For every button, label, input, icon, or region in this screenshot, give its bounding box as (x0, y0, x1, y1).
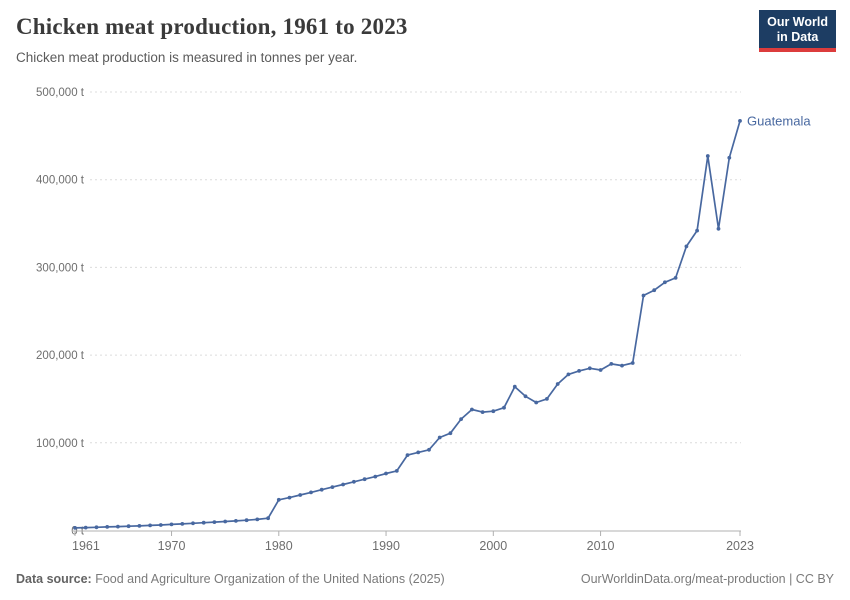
data-point[interactable] (437, 435, 442, 440)
data-point[interactable] (373, 474, 378, 479)
data-point[interactable] (266, 516, 270, 521)
x-axis-tick-label: 1961 (72, 539, 100, 553)
data-point[interactable] (73, 526, 77, 530)
data-point[interactable] (555, 382, 560, 386)
series-end-label[interactable]: Guatemala (747, 113, 811, 128)
data-point[interactable] (287, 495, 292, 500)
data-point[interactable] (352, 479, 356, 484)
data-point[interactable] (394, 469, 399, 473)
data-point[interactable] (158, 523, 163, 527)
data-point[interactable] (362, 477, 367, 482)
data-point[interactable] (738, 119, 742, 123)
series-layer[interactable]: Guatemala (73, 113, 811, 530)
chart-footer: Data source: Food and Agriculture Organi… (16, 572, 834, 586)
data-point[interactable] (652, 288, 657, 293)
series-line-guatemala[interactable] (74, 120, 741, 529)
data-point[interactable] (684, 244, 689, 249)
data-point[interactable] (523, 394, 528, 399)
data-point[interactable] (201, 520, 206, 525)
chart-subtitle: Chicken meat production is measured in t… (16, 50, 358, 65)
data-point[interactable] (716, 226, 721, 231)
data-point[interactable] (191, 521, 195, 526)
data-point[interactable] (276, 497, 281, 502)
data-point[interactable] (212, 520, 217, 524)
owid-logo-line2: in Data (776, 30, 819, 44)
data-point[interactable] (94, 525, 99, 530)
data-point[interactable] (705, 154, 710, 158)
data-point[interactable] (663, 280, 667, 285)
data-point[interactable] (137, 524, 142, 528)
x-axis-tick-label: 2010 (587, 539, 615, 553)
data-point[interactable] (169, 522, 174, 527)
owid-url-link[interactable]: OurWorldinData.org/meat-production | CC … (580, 572, 834, 586)
data-point[interactable] (83, 525, 88, 530)
data-point[interactable] (587, 366, 592, 371)
data-point[interactable] (330, 485, 335, 489)
data-point[interactable] (384, 471, 388, 476)
data-point[interactable] (255, 517, 260, 522)
data-source-text: Food and Agriculture Organization of the… (91, 572, 445, 586)
owid-logo-line1: Our World (767, 15, 828, 29)
y-axis-tick-label: 100,000 t (36, 438, 85, 450)
data-point[interactable] (502, 405, 506, 410)
owid-logo[interactable]: Our World in Data (759, 10, 836, 52)
x-axis-tick-label: 2023 (726, 539, 754, 553)
data-point[interactable] (598, 368, 603, 372)
data-point[interactable] (512, 384, 517, 389)
data-point[interactable] (577, 369, 581, 373)
data-point[interactable] (298, 493, 303, 497)
data-point[interactable] (630, 361, 635, 365)
y-axis-tick-label: 500,000 t (36, 87, 85, 99)
data-point[interactable] (534, 400, 539, 405)
x-axis-tick-label: 2000 (479, 539, 507, 553)
y-axis-tick-label: 200,000 t (36, 350, 85, 362)
data-point[interactable] (427, 447, 431, 452)
data-point[interactable] (223, 519, 228, 524)
x-axis-tick-label: 1980 (265, 539, 293, 553)
data-point[interactable] (309, 490, 313, 495)
data-point[interactable] (459, 417, 463, 421)
data-point[interactable] (448, 431, 453, 436)
axes-layer: 100,000 t 200,000 t 300,000 t 400,000 t 500,… (36, 87, 754, 553)
data-point[interactable] (480, 410, 485, 414)
data-point[interactable] (545, 397, 549, 401)
data-point[interactable] (116, 524, 120, 529)
data-point[interactable] (126, 524, 131, 529)
data-point[interactable] (620, 363, 624, 368)
data-point[interactable] (470, 407, 474, 412)
data-point[interactable] (673, 276, 678, 280)
data-point[interactable] (609, 362, 614, 366)
y-axis-tick-label: 300,000 t (36, 262, 85, 274)
data-point[interactable] (234, 519, 238, 523)
x-axis-tick-label: 1970 (158, 539, 186, 553)
data-source-label: Data source: (16, 572, 92, 586)
gridlines-layer (90, 91, 741, 444)
data-point[interactable] (491, 409, 496, 414)
data-point[interactable] (695, 228, 699, 233)
data-point[interactable] (341, 482, 345, 487)
data-point[interactable] (244, 518, 249, 523)
data-point[interactable] (727, 155, 732, 160)
data-point[interactable] (566, 372, 571, 377)
data-point[interactable] (641, 293, 646, 298)
data-point[interactable] (105, 525, 110, 529)
x-axis-tick-label: 1990 (372, 539, 400, 553)
data-point[interactable] (405, 453, 410, 457)
data-source-note: Data source: Food and Agriculture Organi… (16, 572, 445, 586)
y-axis-tick-label: 400,000 t (36, 175, 85, 187)
data-point[interactable] (319, 487, 324, 492)
data-point[interactable] (180, 522, 185, 526)
data-point[interactable] (416, 450, 421, 455)
chart-title: Chicken meat production, 1961 to 2023 (16, 14, 408, 39)
data-point[interactable] (148, 523, 153, 528)
